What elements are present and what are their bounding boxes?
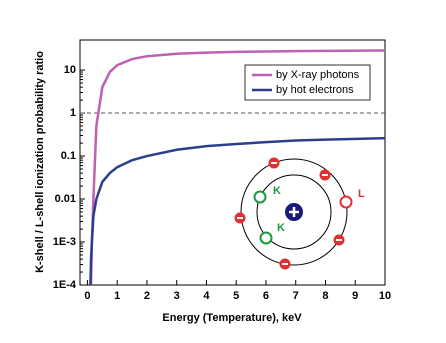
shell-label: L	[358, 188, 365, 200]
y-tick-label: 1E-4	[53, 279, 77, 291]
x-tick-label: 8	[322, 290, 328, 302]
x-tick-label: 3	[174, 290, 180, 302]
x-tick-label: 4	[203, 290, 210, 302]
legend-box	[244, 64, 371, 101]
x-axis-title: Energy (Temperature), keV	[162, 312, 302, 324]
x-tick-label: 6	[263, 290, 269, 302]
inner-shell	[256, 174, 332, 250]
x-tick-label: 1	[114, 290, 120, 302]
legend-label: by hot electrons	[276, 84, 354, 96]
outer-shell	[240, 158, 348, 266]
k-vacancy	[259, 231, 273, 245]
series-line	[89, 136, 385, 285]
x-tick-label: 5	[233, 290, 239, 302]
k-vacancy	[253, 190, 267, 204]
x-tick-label: 2	[144, 290, 150, 302]
nucleus-plus	[289, 207, 299, 217]
legend-label: by X-ray photons	[276, 69, 360, 81]
x-tick-label: 7	[293, 290, 299, 302]
l-vacancy	[339, 195, 353, 209]
series-line	[89, 49, 385, 285]
shell-label: K	[277, 222, 285, 234]
x-tick-label: 9	[352, 290, 358, 302]
y-tick-label: 1E-3	[53, 236, 76, 248]
y-tick-label: 10	[64, 64, 76, 76]
y-tick-label: 0.01	[55, 193, 76, 205]
y-axis-title: K-shell / L-shell ionization probability…	[34, 51, 46, 273]
y-tick-label: 0.1	[61, 150, 76, 162]
shell-label: K	[273, 185, 281, 197]
x-tick-label: 10	[379, 290, 391, 302]
x-tick-label: 0	[84, 290, 90, 302]
y-tick-label: 1	[70, 107, 76, 119]
